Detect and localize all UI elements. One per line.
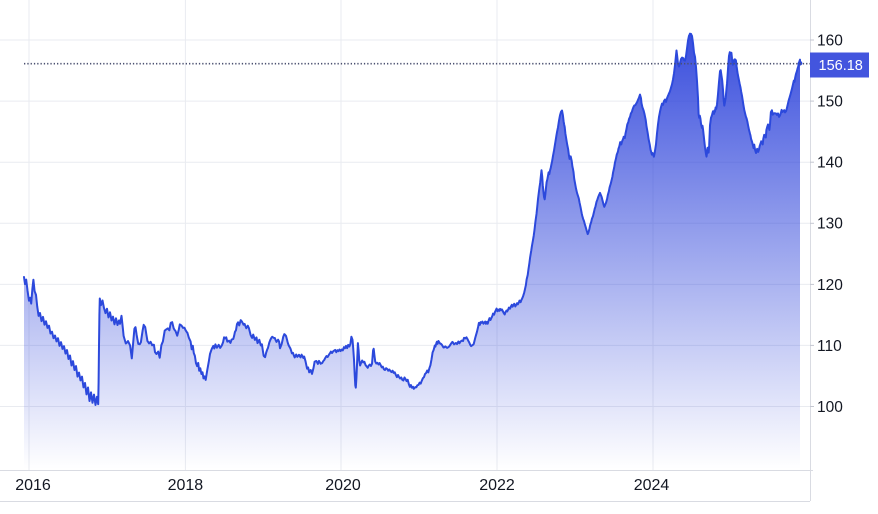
svg-text:100: 100 [817, 399, 843, 416]
svg-text:2022: 2022 [479, 477, 515, 494]
svg-text:2018: 2018 [168, 477, 204, 494]
svg-text:156.18: 156.18 [819, 58, 863, 74]
svg-text:120: 120 [817, 277, 843, 294]
svg-text:2020: 2020 [325, 477, 361, 494]
svg-text:130: 130 [817, 216, 843, 233]
svg-text:2016: 2016 [15, 477, 51, 494]
svg-text:140: 140 [817, 155, 843, 172]
svg-text:2024: 2024 [634, 477, 670, 494]
svg-text:110: 110 [817, 338, 842, 355]
svg-text:150: 150 [817, 94, 843, 111]
svg-text:160: 160 [817, 32, 843, 49]
